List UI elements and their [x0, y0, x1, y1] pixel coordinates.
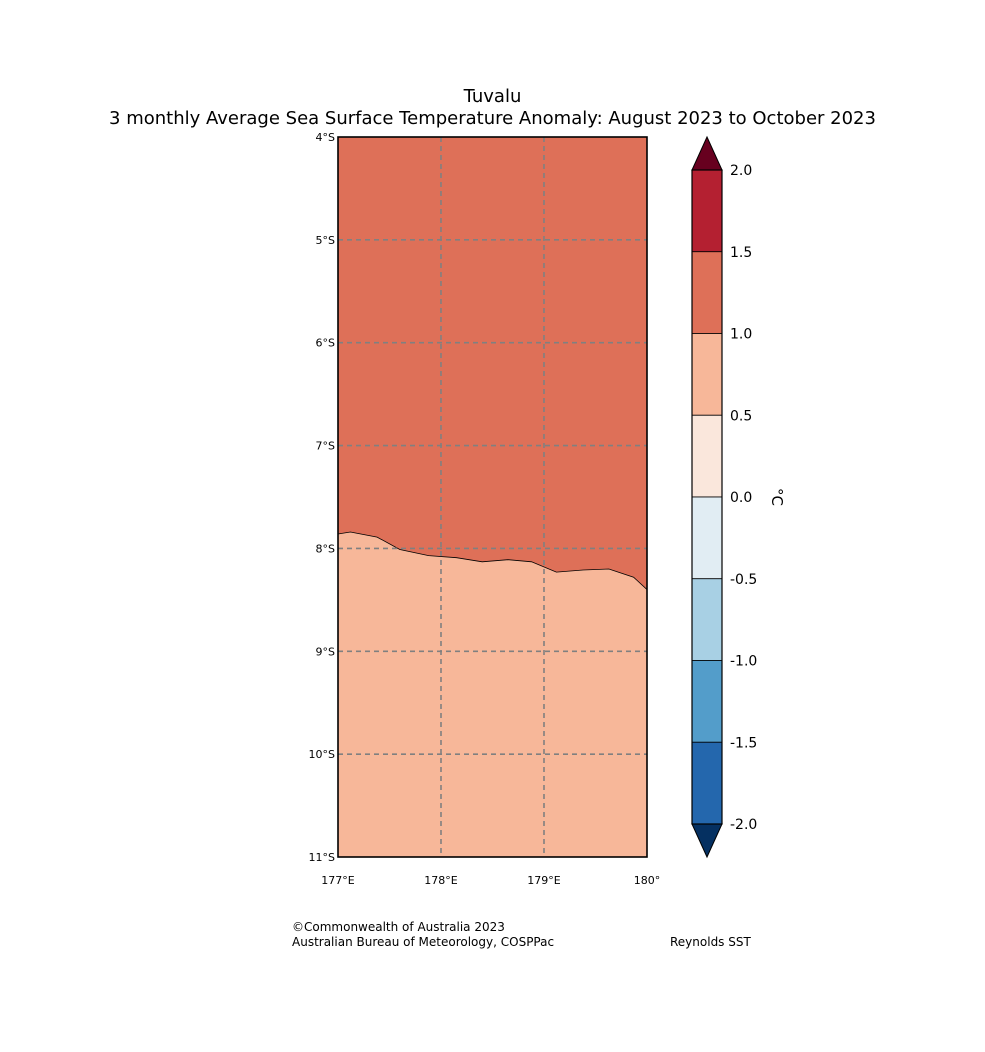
lon-tick-label: 179°E — [527, 874, 560, 887]
lat-tick-label: 10°S — [309, 748, 335, 761]
map-title: Tuvalu — [463, 86, 522, 107]
colorbar-over-arrow — [691, 135, 723, 171]
colorbar-band — [691, 496, 723, 580]
lon-tick-label: 177°E — [321, 874, 354, 887]
colorbar-tick-label: 0.0 — [730, 490, 752, 506]
map-subtitle: 3 monthly Average Sea Surface Temperatur… — [109, 108, 876, 129]
colorbar-band — [691, 741, 723, 825]
lat-tick-label: 5°S — [316, 234, 335, 247]
colorbar-band — [691, 251, 723, 334]
colorbar-unit-label: °C — [768, 488, 786, 506]
colorbar-tick-label: 1.5 — [730, 245, 752, 261]
anomaly-region-1.0-1.5 — [338, 137, 647, 590]
lon-tick-label: 180° — [634, 874, 661, 887]
lat-tick-label: 6°S — [316, 337, 335, 350]
footer-credits: ©Commonwealth of Australia 2023 Australi… — [292, 920, 554, 950]
colorbar-tick-label: -0.5 — [730, 572, 757, 588]
colorbar-tick-label: 1.0 — [730, 327, 752, 343]
lat-tick-label: 9°S — [316, 645, 335, 658]
colorbar-tick-label: -2.0 — [730, 817, 757, 833]
lat-tick-label: 4°S — [316, 131, 335, 144]
lat-tick-label: 11°S — [309, 851, 335, 864]
map-plot-area — [337, 136, 648, 858]
colorbar-under-arrow — [691, 823, 723, 859]
map-axes: 4°S 5°S 6°S 7°S 8°S 9°S 10°S 11°S 177°E 178°E 179°… — [309, 131, 661, 887]
colorbar: 2.0 1.5 1.0 0.5 0.0 -0.5 -1.0 -1.5 -2.0 °C — [691, 135, 786, 859]
colorbar-tick-label: 0.5 — [730, 408, 752, 424]
agency-text: Australian Bureau of Meteorology, COSPPa… — [292, 935, 555, 949]
colorbar-band — [691, 169, 723, 253]
copyright-text: ©Commonwealth of Australia 2023 — [292, 920, 505, 934]
colorbar-band — [691, 414, 723, 498]
colorbar-frame — [691, 169, 723, 825]
lat-tick-label: 7°S — [316, 440, 335, 453]
colorbar-band — [691, 333, 723, 416]
colorbar-tick-label: 2.0 — [730, 163, 752, 179]
lat-tick-label: 8°S — [316, 542, 335, 555]
contour-line-1.0 — [337, 531, 648, 590]
lon-tick-label: 178°E — [424, 874, 457, 887]
map-frame — [337, 136, 648, 858]
colorbar-tick-label: -1.0 — [730, 654, 757, 670]
colorbar-band — [691, 578, 723, 661]
colorbar-band — [691, 660, 723, 743]
data-source-text: Reynolds SST — [670, 935, 751, 949]
colorbar-tick-label: -1.5 — [730, 735, 757, 751]
title-block: Tuvalu 3 monthly Average Sea Surface Tem… — [0, 86, 985, 130]
